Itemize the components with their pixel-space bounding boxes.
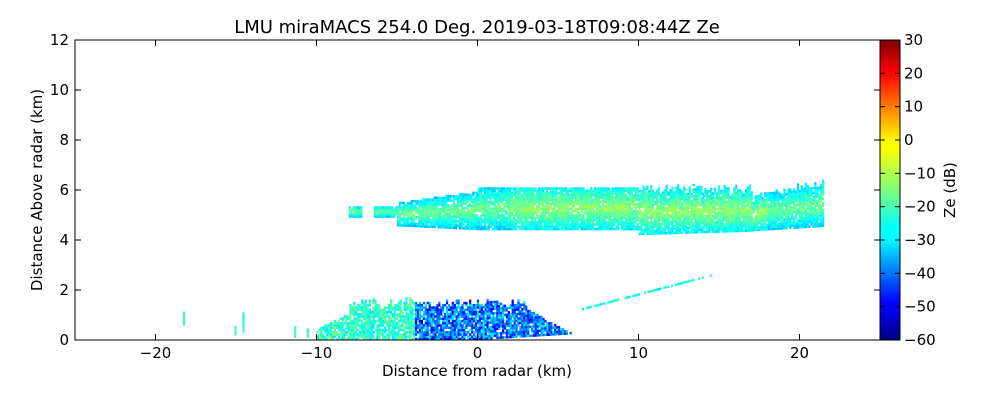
x-tick-label: 20 — [790, 344, 809, 362]
y-tick-label: 2 — [59, 281, 69, 299]
x-axis-ticks: −20 −10 0 10 20 — [140, 40, 809, 362]
y-axis-label: Distance Above radar (km) — [28, 89, 46, 291]
y-tick-label: 8 — [59, 131, 69, 149]
x-tick-label: 0 — [473, 344, 483, 362]
x-tick-label: −10 — [301, 344, 333, 362]
colorbar-tick-label: 20 — [904, 64, 923, 82]
region-slanted-echo-line — [582, 274, 712, 311]
y-tick-label: 0 — [59, 331, 69, 349]
y-axis-ticks: 0 2 4 6 8 10 12 — [50, 31, 880, 349]
chart-title: LMU miraMACS 254.0 Deg. 2019-03-18T09:08… — [234, 17, 720, 38]
plot-frame — [74, 39, 881, 341]
y-tick-label: 4 — [59, 231, 69, 249]
colorbar-tick-label: −60 — [904, 331, 936, 349]
colorbar — [879, 39, 901, 341]
colorbar-tick-label: −50 — [904, 298, 936, 316]
colorbar-tick-label: 10 — [904, 98, 923, 116]
y-tick-label: 12 — [50, 31, 69, 49]
colorbar-tick-label: −40 — [904, 264, 936, 282]
colorbar-tick-label: −10 — [904, 164, 936, 182]
region-upper-cloud-layer — [348, 179, 825, 236]
x-tick-label: 10 — [629, 344, 648, 362]
colorbar-tick-label: −30 — [904, 231, 936, 249]
y-tick-label: 10 — [50, 81, 69, 99]
colorbar-tick-label: 30 — [904, 31, 923, 49]
colorbar-tick-label: −20 — [904, 198, 936, 216]
x-axis-label: Distance from radar (km) — [382, 362, 572, 380]
colorbar-tick-label: 0 — [904, 131, 914, 149]
region-lower-cloud-layer — [182, 297, 572, 341]
colorbar-ticks: 30 20 10 0 −10 −20 −30 −40 −50 −60 — [880, 31, 936, 349]
y-tick-label: 6 — [59, 181, 69, 199]
colorbar-label: Ze (dB) — [941, 162, 959, 218]
x-tick-label: −20 — [140, 344, 172, 362]
plot-data — [182, 179, 825, 341]
